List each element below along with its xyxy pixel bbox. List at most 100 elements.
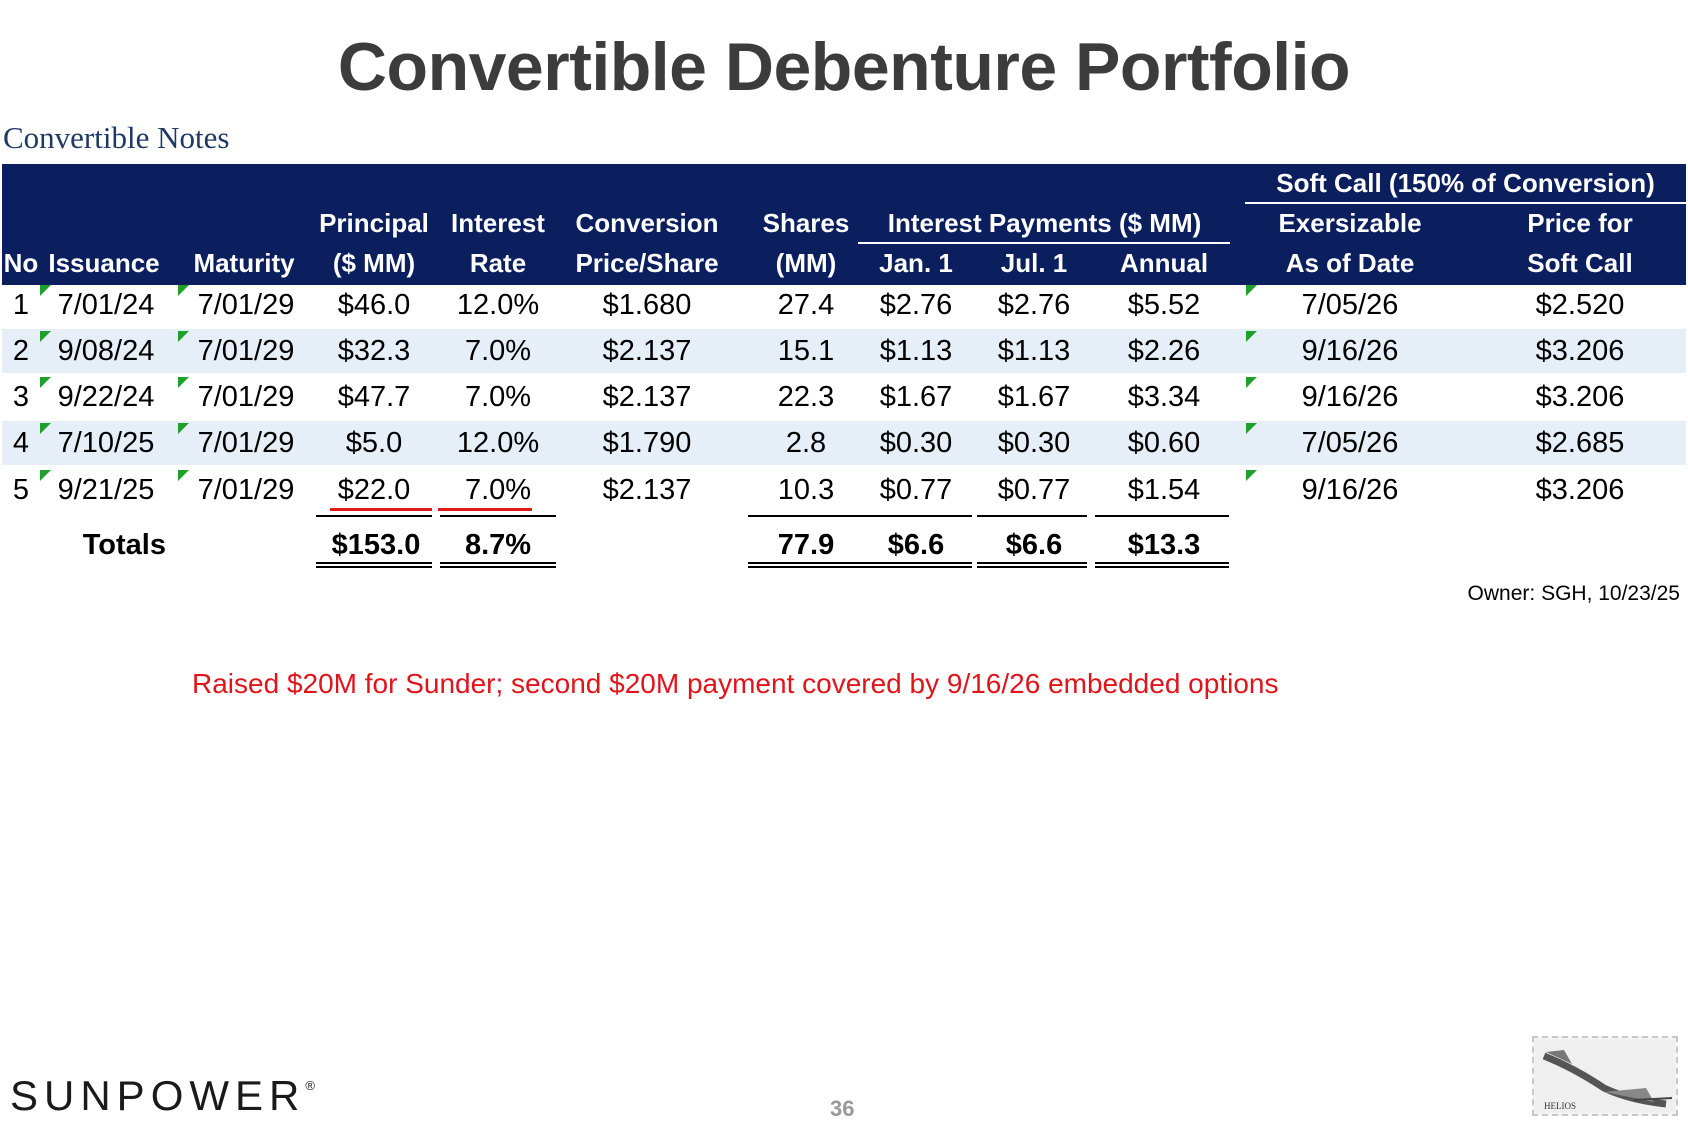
header-price-line2: Soft Call <box>1527 248 1633 278</box>
totals-double-line <box>748 562 972 568</box>
totals-jul: $6.6 <box>1005 529 1063 561</box>
subtotal-line <box>316 515 432 517</box>
table-row: 3 9/22/24 7/01/29 $47.7 7.0% $2.137 22.3… <box>2 375 1686 419</box>
cell-principal: $47.7 <box>337 381 411 413</box>
helios-stamp-image: HELIOS <box>1532 1036 1678 1116</box>
cell-shares: 22.3 <box>777 381 835 413</box>
indicator-icon <box>40 331 51 342</box>
header-annual: Annual <box>1119 248 1209 278</box>
cell-exersizable: 9/16/26 <box>1301 381 1399 413</box>
cell-soft-call: $2.520 <box>1535 289 1625 321</box>
header-principal-line1: Principal <box>319 208 429 238</box>
header-exersizable-line2: As of Date <box>1285 248 1415 278</box>
header-exersizable-line1: Exersizable <box>1278 208 1422 238</box>
cell-exersizable: 7/05/26 <box>1301 289 1399 321</box>
cell-jan: $0.30 <box>879 427 953 459</box>
cell-conversion: $2.137 <box>602 335 692 367</box>
cell-maturity: 7/01/29 <box>197 381 295 413</box>
indicator-icon <box>178 285 189 296</box>
totals-rate: 8.7% <box>464 529 532 561</box>
cell-jul: $1.13 <box>997 335 1071 367</box>
cell-jul: $0.30 <box>997 427 1071 459</box>
cell-jul: $2.76 <box>997 289 1071 321</box>
sunpower-logo: SUNPO WER® <box>10 1072 315 1120</box>
indicator-icon <box>178 470 189 481</box>
totals-annual: $13.3 <box>1127 529 1201 561</box>
table-row: 4 7/10/25 7/01/29 $5.0 12.0% $1.790 2.8 … <box>2 421 1686 465</box>
section-subtitle: Convertible Notes <box>3 120 230 155</box>
header-interest-line1: Interest <box>451 208 545 238</box>
indicator-icon <box>1246 377 1257 388</box>
header-shares-line1: Shares <box>762 208 850 238</box>
cell-no: 5 <box>12 474 30 506</box>
cell-jan: $1.13 <box>879 335 953 367</box>
cell-principal: $32.3 <box>337 335 411 367</box>
subtotal-line <box>977 515 1087 517</box>
totals-label: Totals <box>82 529 166 561</box>
header-interest-group: Interest Payments ($ MM) <box>887 208 1202 238</box>
cell-soft-call: $2.685 <box>1535 427 1625 459</box>
cell-conversion: $2.137 <box>602 381 692 413</box>
logo-registered: ® <box>305 1078 315 1093</box>
owner-note: Owner: SGH, 10/23/25 <box>1467 582 1680 605</box>
cell-jul: $1.67 <box>997 381 1071 413</box>
cell-issuance: 7/10/25 <box>57 427 155 459</box>
header-issuance: Issuance <box>48 248 160 278</box>
cell-soft-call: $3.206 <box>1535 474 1625 506</box>
totals-principal: $153.0 <box>331 529 421 561</box>
cell-rate: 7.0% <box>464 474 532 506</box>
cell-issuance: 7/01/24 <box>57 289 155 321</box>
table-row: 2 9/08/24 7/01/29 $32.3 7.0% $2.137 15.1… <box>2 329 1686 373</box>
cell-conversion: $1.680 <box>602 289 692 321</box>
cell-exersizable: 9/16/26 <box>1301 335 1399 367</box>
cell-principal: $5.0 <box>345 427 403 459</box>
cell-shares: 27.4 <box>777 289 835 321</box>
header-conversion-line2: Price/Share <box>575 248 719 278</box>
header-interest-line2: Rate <box>469 248 527 278</box>
cell-no: 2 <box>12 335 30 367</box>
indicator-icon <box>40 285 51 296</box>
indicator-icon <box>178 423 189 434</box>
cell-annual: $1.54 <box>1127 474 1201 506</box>
logo-text-end: WER <box>189 1072 306 1119</box>
cell-conversion: $2.137 <box>602 474 692 506</box>
totals-double-line <box>440 562 556 568</box>
header-soft-call-group: Soft Call (150% of Conversion) <box>1276 168 1655 198</box>
indicator-icon <box>1246 331 1257 342</box>
indicator-icon <box>40 377 51 388</box>
subtotal-line <box>748 515 972 517</box>
sail-illustration-icon <box>1535 1039 1675 1113</box>
cell-rate: 7.0% <box>464 381 532 413</box>
totals-jan: $6.6 <box>887 529 945 561</box>
table-header: Soft Call (150% of Conversion) Interest … <box>2 164 1686 285</box>
header-maturity: Maturity <box>193 248 295 278</box>
cell-jan: $2.76 <box>879 289 953 321</box>
cell-jul: $0.77 <box>997 474 1071 506</box>
totals-double-line <box>977 562 1087 568</box>
page-title: Convertible Debenture Portfolio <box>337 29 1351 105</box>
table-row: 5 9/21/25 7/01/29 $22.0 7.0% $2.137 10.3… <box>2 468 1686 512</box>
subtotal-line <box>1095 515 1229 517</box>
cell-maturity: 7/01/29 <box>197 289 295 321</box>
cell-jan: $1.67 <box>879 381 953 413</box>
page-number: 36 <box>830 1096 855 1121</box>
totals-shares: 77.9 <box>777 529 835 561</box>
cell-annual: $5.52 <box>1127 289 1201 321</box>
cell-exersizable: 9/16/26 <box>1301 474 1399 506</box>
indicator-icon <box>40 470 51 481</box>
cell-rate: 7.0% <box>464 335 532 367</box>
indicator-icon <box>178 377 189 388</box>
indicator-icon <box>1246 423 1257 434</box>
header-jul: Jul. 1 <box>1000 248 1068 278</box>
red-underline-rate <box>438 508 532 511</box>
header-shares-line2: (MM) <box>775 248 837 278</box>
cell-annual: $3.34 <box>1127 381 1201 413</box>
table-row: 1 7/01/24 7/01/29 $46.0 12.0% $1.680 27.… <box>2 283 1686 327</box>
red-underline-principal <box>330 508 432 511</box>
cell-no: 3 <box>12 381 30 413</box>
cell-jan: $0.77 <box>879 474 953 506</box>
cell-issuance: 9/22/24 <box>57 381 155 413</box>
cell-no: 4 <box>12 427 30 459</box>
indicator-icon <box>40 423 51 434</box>
cell-maturity: 7/01/29 <box>197 427 295 459</box>
